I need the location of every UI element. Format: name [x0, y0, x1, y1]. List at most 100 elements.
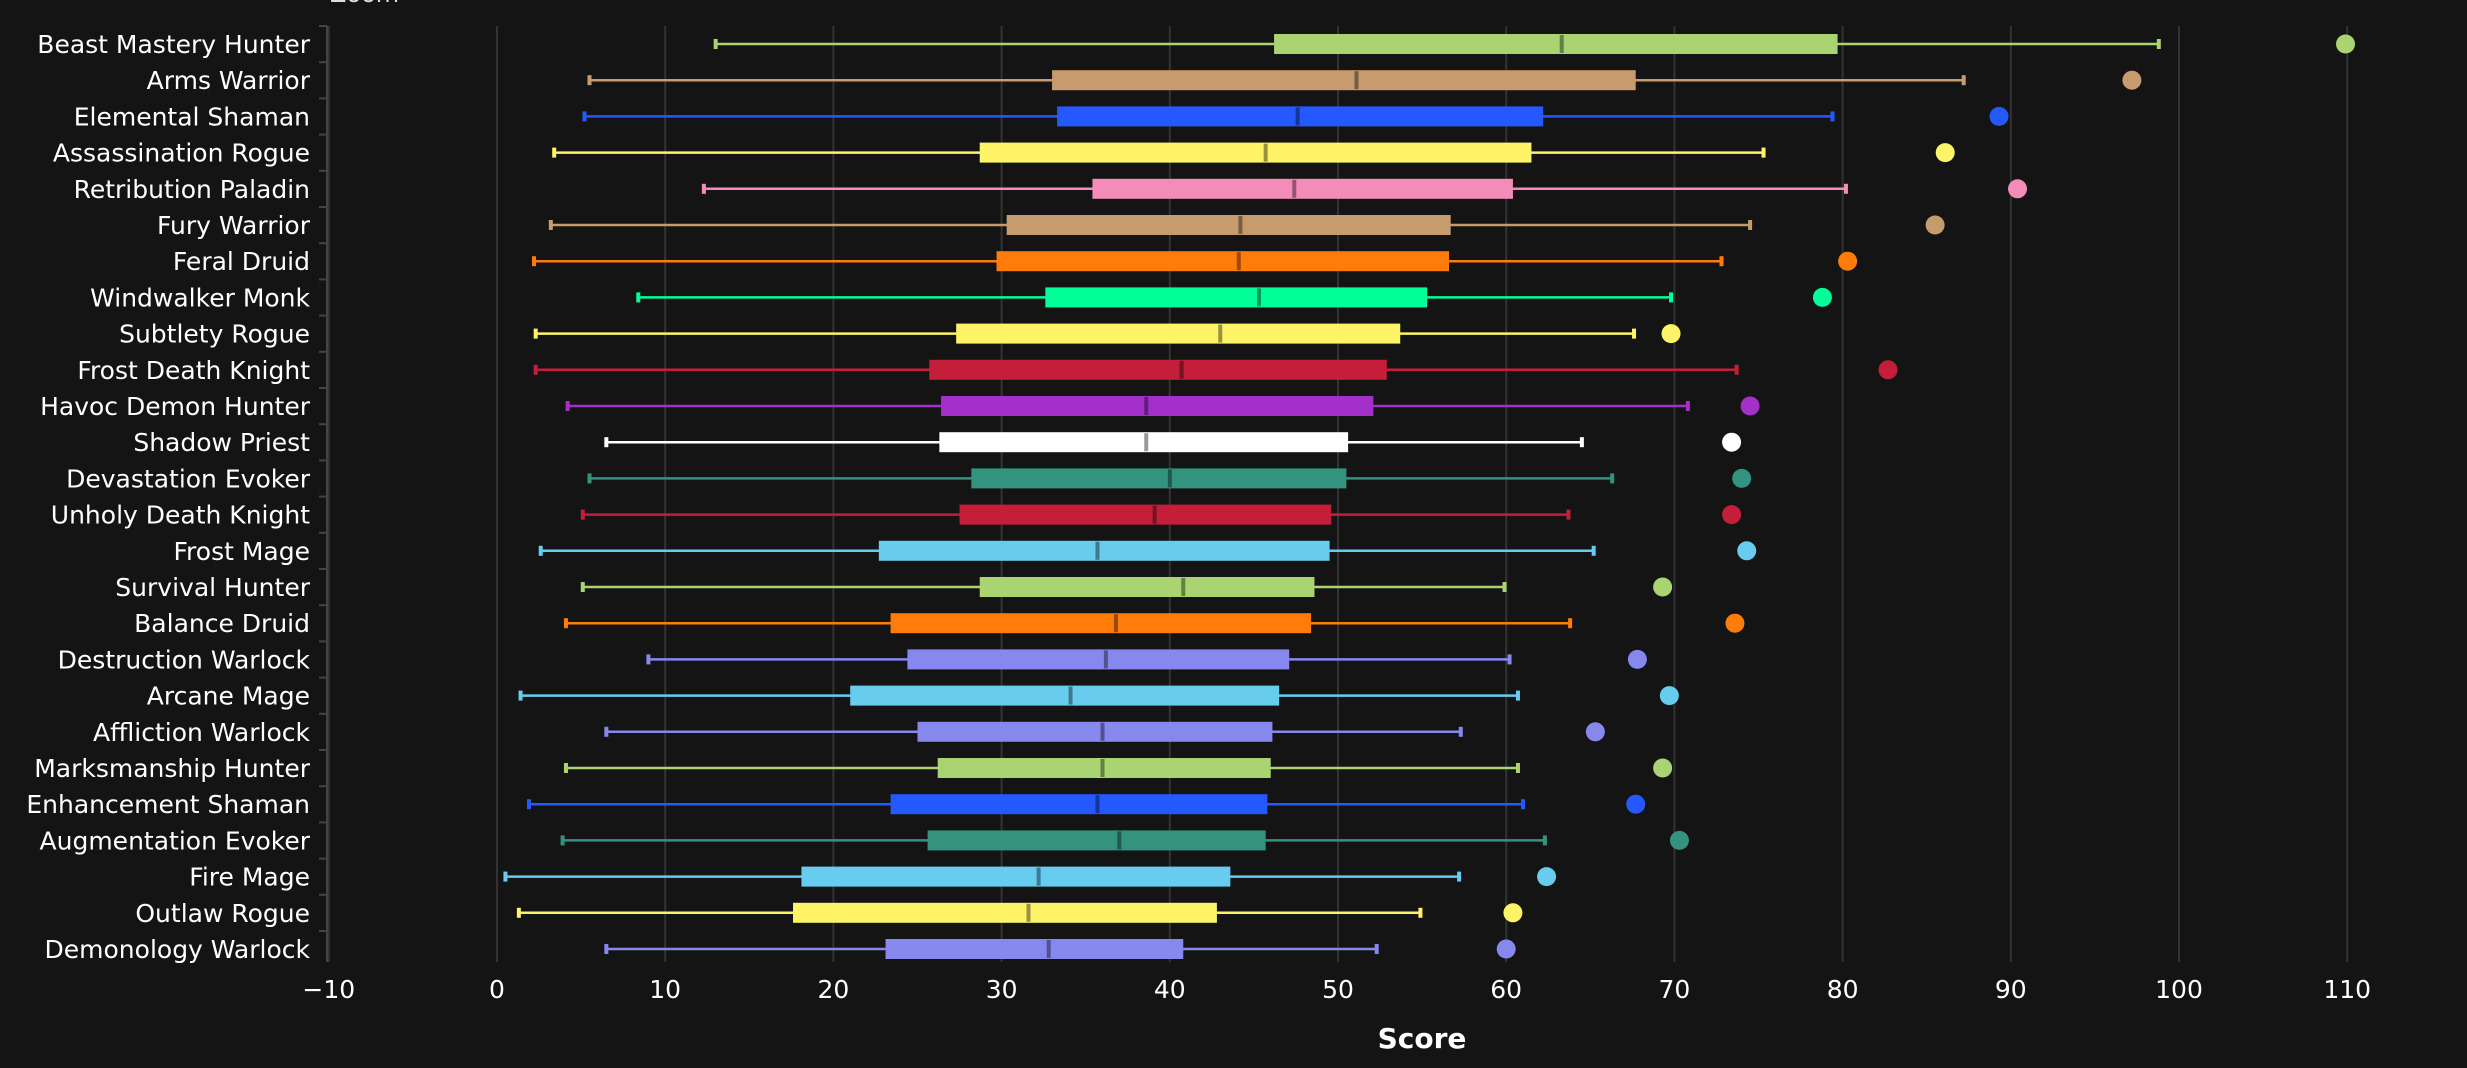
box-subtlety-rogue [533, 323, 1681, 344]
y-tick-label: Balance Druid [134, 609, 310, 638]
outlier-point [1659, 686, 1679, 706]
box-demonology-warlock [604, 939, 1516, 959]
box-iqr [927, 830, 1266, 851]
outlier-point [1626, 794, 1646, 814]
outlier-point [1732, 468, 1752, 488]
outlier-point [1669, 830, 1689, 850]
box-iqr [1006, 215, 1451, 235]
outlier-point [1925, 215, 1945, 235]
x-tick-label: 20 [817, 975, 849, 1004]
outlier-point [1725, 613, 1745, 633]
box-iqr [1092, 178, 1513, 199]
outlier-point [1503, 903, 1523, 923]
grid-lines [327, 26, 2349, 962]
outlier-point [1838, 251, 1858, 271]
y-tick-label: Fury Warrior [157, 211, 311, 240]
outlier-point [1653, 758, 1673, 778]
box-iqr [939, 432, 1349, 453]
box-beast-mastery-hunter [713, 34, 2356, 54]
box-survival-hunter [580, 577, 1673, 597]
x-tick-label: 100 [2155, 975, 2203, 1004]
box-iqr [979, 142, 1532, 163]
y-tick-label: Arms Warrior [147, 66, 311, 95]
y-tick-label: Affliction Warlock [93, 718, 311, 747]
box-destruction-warlock [646, 649, 1647, 670]
outlier-point [2336, 34, 2356, 54]
box-iqr [1045, 287, 1428, 308]
x-tick-label: 90 [1995, 975, 2027, 1004]
y-tick-label: Augmentation Evoker [40, 826, 311, 855]
y-tick-label: Frost Mage [174, 537, 311, 566]
box-balance-druid [563, 613, 1745, 634]
box-shadow-priest [604, 432, 1742, 453]
box-frost-death-knight [533, 359, 1898, 380]
outlier-point [1627, 649, 1647, 669]
box-iqr [801, 866, 1231, 887]
y-tick-label: Devastation Evoker [66, 464, 311, 493]
y-tick-label: Enhancement Shaman [26, 790, 310, 819]
outlier-point [1740, 396, 1760, 416]
y-tick-label: Havoc Demon Hunter [40, 392, 311, 421]
y-tick-label: Survival Hunter [115, 573, 310, 602]
box-elemental-shaman [582, 106, 2009, 127]
box-iqr [959, 504, 1332, 525]
box-iqr [890, 794, 1268, 815]
box-iqr [890, 613, 1312, 634]
outlier-point [1935, 143, 1955, 163]
box-retribution-paladin [701, 178, 2028, 199]
box-augmentation-evoker [560, 830, 1689, 851]
box-havoc-demon-hunter [565, 396, 1760, 416]
y-tick-label: Subtlety Rogue [119, 320, 310, 349]
y-tick-label: Feral Druid [173, 247, 310, 276]
x-tick-label: 0 [489, 975, 505, 1004]
y-tick-label: Marksmanship Hunter [34, 754, 310, 783]
box-devastation-evoker [587, 468, 1752, 489]
box-arms-warrior [587, 70, 2142, 91]
outlier-point [1812, 287, 1832, 307]
outlier-point [2008, 179, 2028, 199]
outlier-point [1989, 106, 2009, 126]
y-tick-label: Elemental Shaman [74, 102, 310, 131]
outlier-point [1585, 722, 1605, 742]
outlier-point [1653, 577, 1673, 597]
box-iqr [1274, 34, 1838, 54]
x-tick-label: −10 [302, 975, 355, 1004]
x-tick-label: 50 [1322, 975, 1354, 1004]
outlier-point [1722, 505, 1742, 525]
y-tick-label: Shadow Priest [133, 428, 310, 457]
box-fire-mage [503, 866, 1557, 887]
box-iqr [1057, 106, 1544, 127]
y-tick-label: Windwalker Monk [90, 283, 310, 312]
y-tick-label: Arcane Mage [147, 682, 310, 711]
y-tick-label: Beast Mastery Hunter [37, 30, 310, 59]
outlier-point [1722, 432, 1742, 452]
y-tick-label: Outlaw Rogue [135, 899, 310, 928]
box-iqr [878, 540, 1330, 561]
box-iqr [1052, 70, 1636, 91]
box-iqr [996, 251, 1450, 272]
box-enhancement-shaman [526, 794, 1646, 815]
box-iqr [793, 902, 1217, 923]
outlier-point [1496, 939, 1516, 959]
box-iqr [979, 577, 1315, 597]
zoom-button[interactable]: Zoom [330, 0, 399, 8]
x-tick-label: 30 [986, 975, 1018, 1004]
x-axis: −10 0 10 20 30 40 50 60 70 80 90 100 110 [302, 975, 2371, 1004]
box-iqr [907, 649, 1290, 670]
x-axis-title: Score [1378, 1022, 1467, 1055]
box-iqr [941, 396, 1374, 416]
box-iqr [929, 359, 1387, 380]
y-tick-label: Retribution Paladin [74, 175, 310, 204]
x-tick-label: 80 [1827, 975, 1859, 1004]
outlier-point [2122, 70, 2142, 90]
y-tick-label: Assassination Rogue [53, 139, 310, 168]
y-tick-label: Unholy Death Knight [51, 501, 310, 530]
box-arcane-mage [518, 685, 1679, 706]
box-iqr [917, 721, 1273, 742]
box-assassination-rogue [552, 142, 1955, 163]
x-tick-label: 10 [649, 975, 681, 1004]
box-iqr [850, 685, 1280, 706]
x-tick-label: 40 [1154, 975, 1186, 1004]
x-tick-label: 60 [1490, 975, 1522, 1004]
